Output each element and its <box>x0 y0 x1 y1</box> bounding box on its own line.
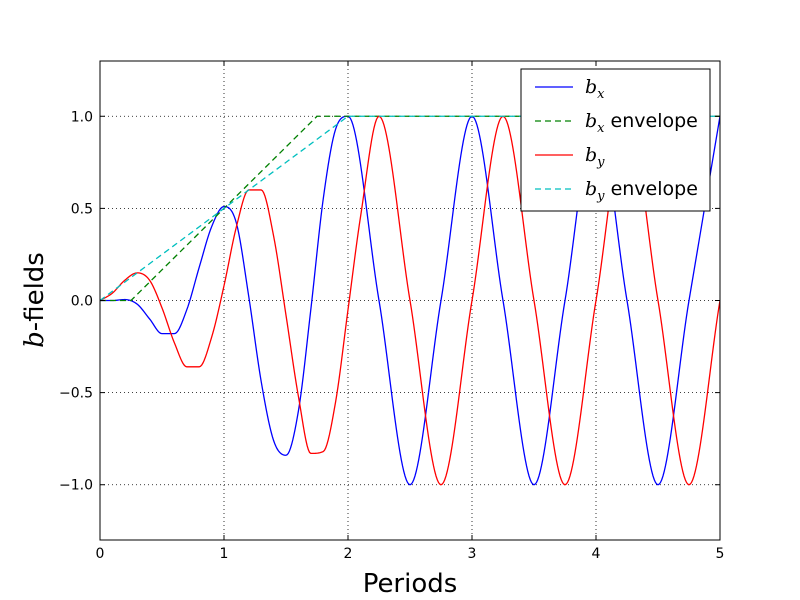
series-line-2 <box>100 115 720 302</box>
x-tick-label: 1 <box>220 546 229 562</box>
axis-ticks: 0 1 2 3 4 5 −1.0 −0.5 0.0 0.5 1.0 <box>59 61 724 562</box>
x-axis-label: Periods <box>363 569 458 599</box>
y-axis-label-var: b <box>20 331 50 348</box>
y-tick-label: 1.0 <box>71 109 93 125</box>
legend: bx bx envelope by by envelope <box>520 68 711 212</box>
legend-label: by envelope <box>585 178 698 204</box>
legend-label: by <box>585 144 605 170</box>
x-tick-label: 2 <box>344 546 353 562</box>
x-tick-label: 3 <box>468 546 477 562</box>
series-line-4 <box>100 115 720 302</box>
legend-label: bx <box>585 76 605 102</box>
y-tick-label: 0.0 <box>71 294 93 310</box>
y-tick-label: −0.5 <box>59 386 93 402</box>
legend-box <box>520 68 711 212</box>
x-tick-label: 4 <box>592 546 601 562</box>
x-tick-label: 5 <box>716 546 725 562</box>
series-line-1 <box>100 115 720 486</box>
legend-label: bx envelope <box>585 110 698 136</box>
y-tick-label: −1.0 <box>59 478 93 494</box>
x-tick-label: 0 <box>96 546 105 562</box>
y-axis-label: b-fields <box>20 252 50 348</box>
y-axis-label-rest: -fields <box>20 252 50 331</box>
y-tick-label: 0.5 <box>71 201 93 217</box>
